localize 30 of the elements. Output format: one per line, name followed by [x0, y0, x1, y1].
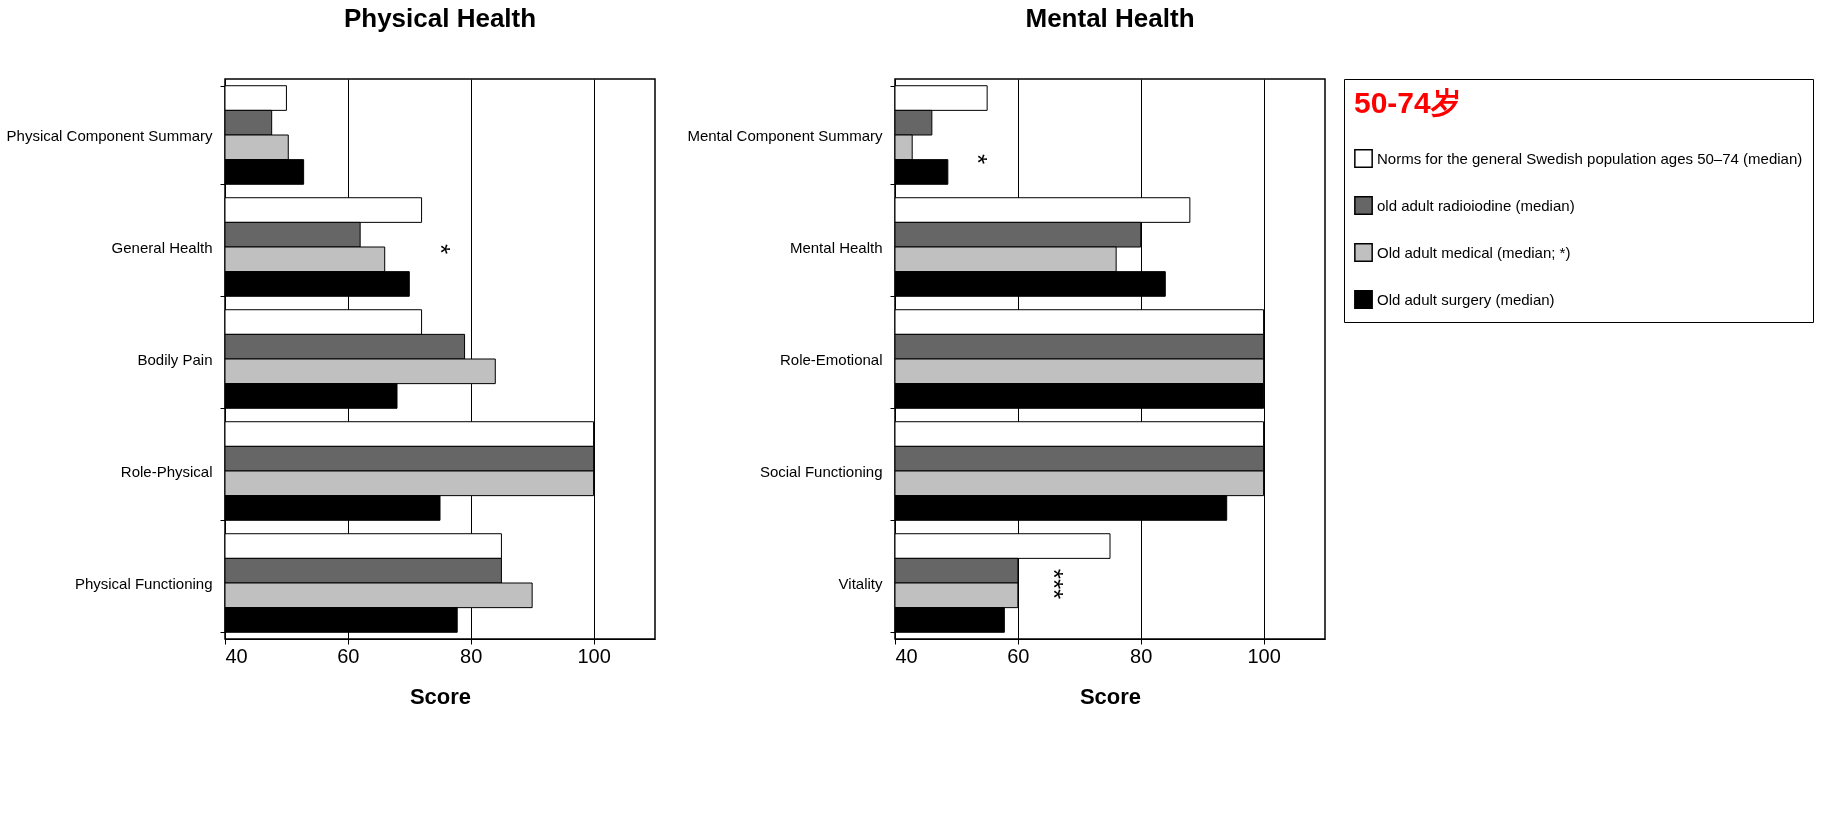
chart-title: Mental Health [1025, 3, 1195, 33]
y-tick-label: Mental Component Summary [687, 126, 883, 144]
y-tick-label: Role-Physical [120, 462, 213, 480]
legend-title: 50-74岁 [1354, 86, 1461, 119]
legend-label: Norms for the general Swedish population ages 50–74 (median) [1377, 149, 1803, 167]
y-tick-label: Role-Emotional [779, 350, 883, 368]
x-tick-label: 60 [337, 644, 360, 667]
x-tick-label: 80 [1130, 644, 1153, 667]
annotation: * [963, 153, 993, 165]
legend-label: old adult radioiodine (median) [1377, 196, 1575, 214]
x-tick-label: 80 [460, 644, 483, 667]
chart-title: Physical Health [343, 3, 537, 33]
y-tick-label: Social Functioning [759, 462, 883, 480]
y-tick-label: General Health [111, 238, 213, 256]
legend-label: Old adult medical (median; *) [1377, 243, 1571, 261]
x-tick-label: 40 [895, 644, 918, 667]
annotation: * [426, 243, 456, 255]
x-tick-label: 60 [1007, 644, 1030, 667]
y-tick-label: Mental Health [789, 238, 883, 256]
x-tick-label: 100 [1247, 644, 1281, 667]
y-tick-label: Physical Functioning [74, 574, 213, 592]
y-tick-label: Vitality [838, 574, 883, 592]
x-tick-label: 100 [577, 644, 611, 667]
x-tick-label: 40 [225, 644, 248, 667]
legend-label: Old adult surgery (median) [1377, 290, 1555, 308]
y-tick-label: Physical Component Summary [6, 126, 213, 144]
annotation: *** [1039, 568, 1069, 600]
x-axis-title: Score [409, 683, 472, 709]
x-axis-title: Score [1079, 683, 1142, 709]
y-tick-label: Bodily Pain [137, 350, 213, 368]
